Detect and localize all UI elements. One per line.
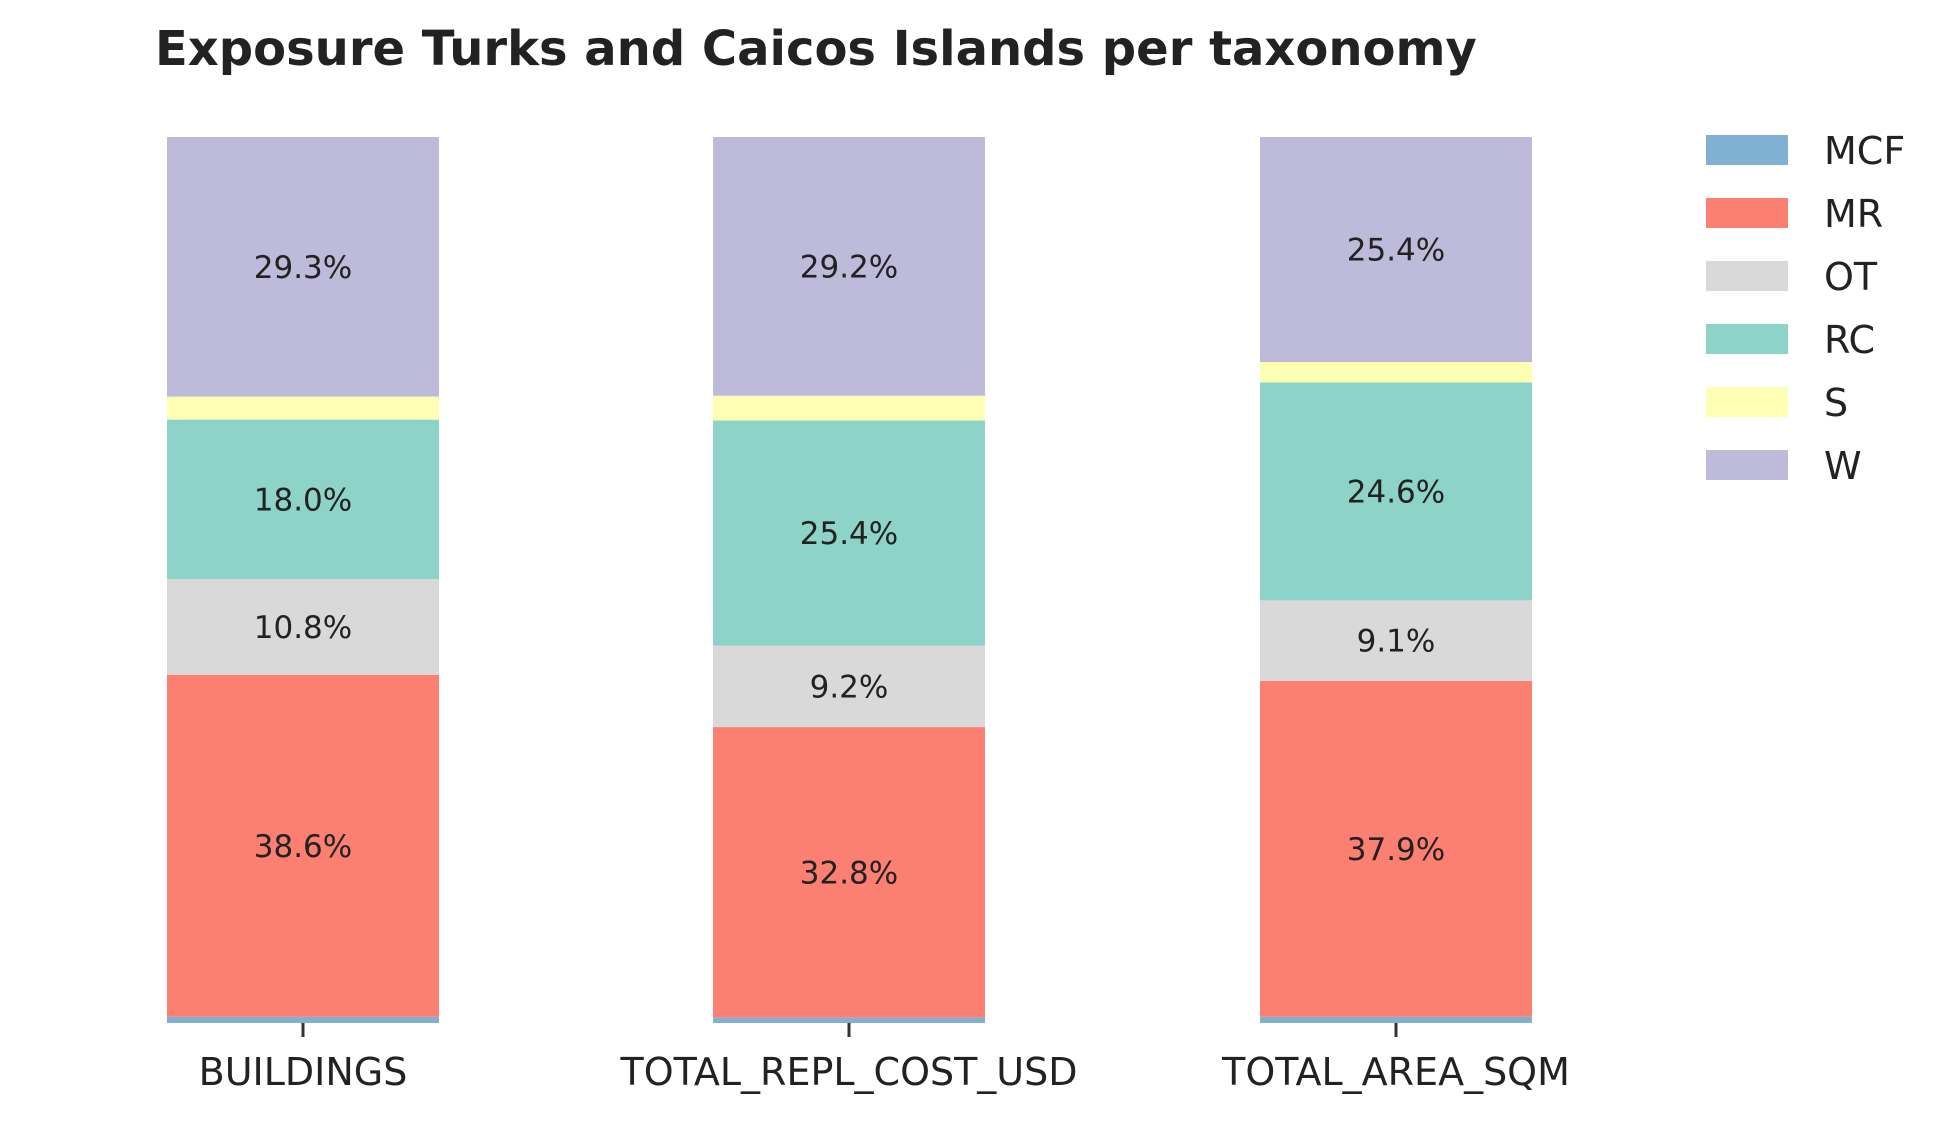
legend-label-mcf: MCF	[1824, 129, 1905, 173]
legend-label-mr: MR	[1824, 192, 1883, 236]
data-label-w-total_area_sqm: 25.4%	[1347, 233, 1445, 269]
bar-segment-s-total_repl_cost_usd	[713, 395, 985, 421]
bar-segment-w-total_repl_cost_usd	[713, 137, 985, 396]
data-label-mr-total_repl_cost_usd: 32.8%	[800, 855, 898, 891]
bar-segment-w-buildings	[167, 137, 439, 397]
legend-swatch-rc	[1706, 324, 1788, 354]
data-labels-layer: 38.6% 10.8% 18.0% 29.3% 32.8% 9.2% 25.4% 29.2% 3…	[254, 233, 1445, 892]
legend-label-w: W	[1824, 444, 1862, 488]
bar-segment-ot-total_repl_cost_usd	[713, 645, 985, 728]
bar-segment-rc-total_area_sqm	[1260, 382, 1532, 601]
legend-label-ot: OT	[1824, 255, 1878, 299]
data-label-mr-total_area_sqm: 37.9%	[1347, 832, 1445, 868]
legend-label-rc: RC	[1824, 318, 1875, 362]
chart-title: Exposure Turks and Caicos Islands per ta…	[155, 21, 1477, 77]
bar-segment-ot-buildings	[167, 579, 439, 675]
bar-segment-mr-total_area_sqm	[1260, 681, 1532, 1017]
bar-segment-mr-buildings	[167, 674, 439, 1017]
x-axis: BUILDINGS TOTAL_REPL_COST_USD TOTAL_AREA_S…	[199, 1023, 1570, 1094]
data-label-ot-total_area_sqm: 9.1%	[1357, 624, 1436, 660]
data-label-rc-total_repl_cost_usd: 25.4%	[800, 516, 898, 552]
legend: MCF MR OT RC SW	[1706, 129, 1905, 488]
x-tick-label-total_area_sqm: TOTAL_AREA_SQM	[1221, 1050, 1570, 1094]
data-label-w-total_repl_cost_usd: 29.2%	[800, 249, 898, 285]
bar-segment-mr-total_repl_cost_usd	[713, 727, 985, 1018]
legend-swatch-s	[1706, 387, 1788, 417]
bar-segment-mcf-total_repl_cost_usd	[713, 1017, 985, 1023]
bar-segment-rc-total_repl_cost_usd	[713, 420, 985, 646]
bar-segment-mcf-total_area_sqm	[1260, 1016, 1532, 1023]
bars-layer	[167, 137, 1532, 1023]
data-label-rc-buildings: 18.0%	[254, 482, 352, 518]
data-label-mr-buildings: 38.6%	[254, 829, 352, 865]
bar-segment-mcf-buildings	[167, 1016, 439, 1023]
data-label-ot-buildings: 10.8%	[254, 610, 352, 646]
bar-segment-w-total_area_sqm	[1260, 137, 1532, 363]
x-tick-label-buildings: BUILDINGS	[199, 1050, 408, 1094]
data-label-w-buildings: 29.3%	[254, 250, 352, 286]
legend-swatch-mr	[1706, 198, 1788, 228]
bar-segment-s-buildings	[167, 396, 439, 420]
legend-label-s: S	[1824, 381, 1848, 425]
data-label-ot-total_repl_cost_usd: 9.2%	[810, 669, 889, 705]
bar-segment-ot-total_area_sqm	[1260, 600, 1532, 682]
legend-swatch-ot	[1706, 261, 1788, 291]
legend-swatch-mcf	[1706, 135, 1788, 165]
bar-segment-rc-buildings	[167, 419, 439, 580]
x-tick-label-total_repl_cost_usd: TOTAL_REPL_COST_USD	[619, 1050, 1077, 1094]
data-label-rc-total_area_sqm: 24.6%	[1347, 474, 1445, 510]
legend-swatch-w	[1706, 450, 1788, 480]
bar-segment-s-total_area_sqm	[1260, 362, 1532, 383]
